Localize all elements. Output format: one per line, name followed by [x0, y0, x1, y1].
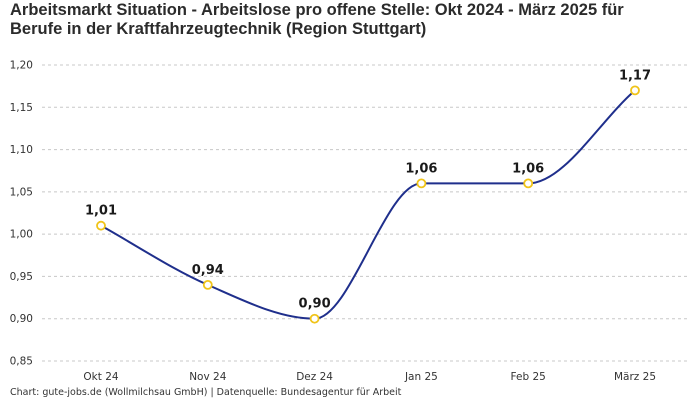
y-tick-label: 1,20 [10, 60, 33, 72]
data-point [417, 179, 425, 187]
x-tick-label: Nov 24 [189, 371, 227, 383]
y-tick-label: 1,15 [10, 102, 33, 114]
y-tick-label: 0,95 [10, 271, 33, 283]
x-tick-label: Okt 24 [83, 371, 118, 383]
y-tick-label: 1,10 [10, 144, 33, 156]
data-point [204, 281, 212, 289]
data-label: 1,06 [405, 161, 437, 176]
y-tick-label: 1,05 [10, 186, 33, 198]
data-label: 0,94 [192, 263, 224, 278]
x-tick-label: Dez 24 [296, 371, 333, 383]
data-point [97, 222, 105, 230]
data-label: 1,06 [512, 161, 544, 176]
x-tick-label: März 25 [614, 371, 656, 383]
x-tick-label: Jan 25 [404, 371, 438, 383]
gridlines [42, 65, 690, 361]
data-point [631, 86, 639, 94]
data-point [524, 179, 532, 187]
data-point [311, 315, 319, 323]
data-label: 1,01 [85, 204, 117, 219]
data-label: 0,90 [299, 297, 331, 312]
data-labels: 1,01 0,94 0,90 1,06 1,06 1,17 [85, 68, 651, 311]
data-label: 1,17 [619, 68, 651, 83]
x-tick-label: Feb 25 [511, 371, 546, 383]
data-markers [97, 86, 639, 322]
chart-footer: Chart: gute-jobs.de (Wollmilchsau GmbH) … [10, 387, 401, 398]
y-tick-label: 0,90 [10, 313, 33, 325]
x-axis-ticks: Okt 24 Nov 24 Dez 24 Jan 25 Feb 25 März 25 [83, 371, 656, 383]
y-axis-ticks: 0,85 0,90 0,95 1,00 1,05 1,10 1,15 1,20 [10, 60, 33, 368]
y-tick-label: 0,85 [10, 356, 33, 368]
series-line [101, 90, 635, 318]
y-tick-label: 1,00 [10, 229, 33, 241]
